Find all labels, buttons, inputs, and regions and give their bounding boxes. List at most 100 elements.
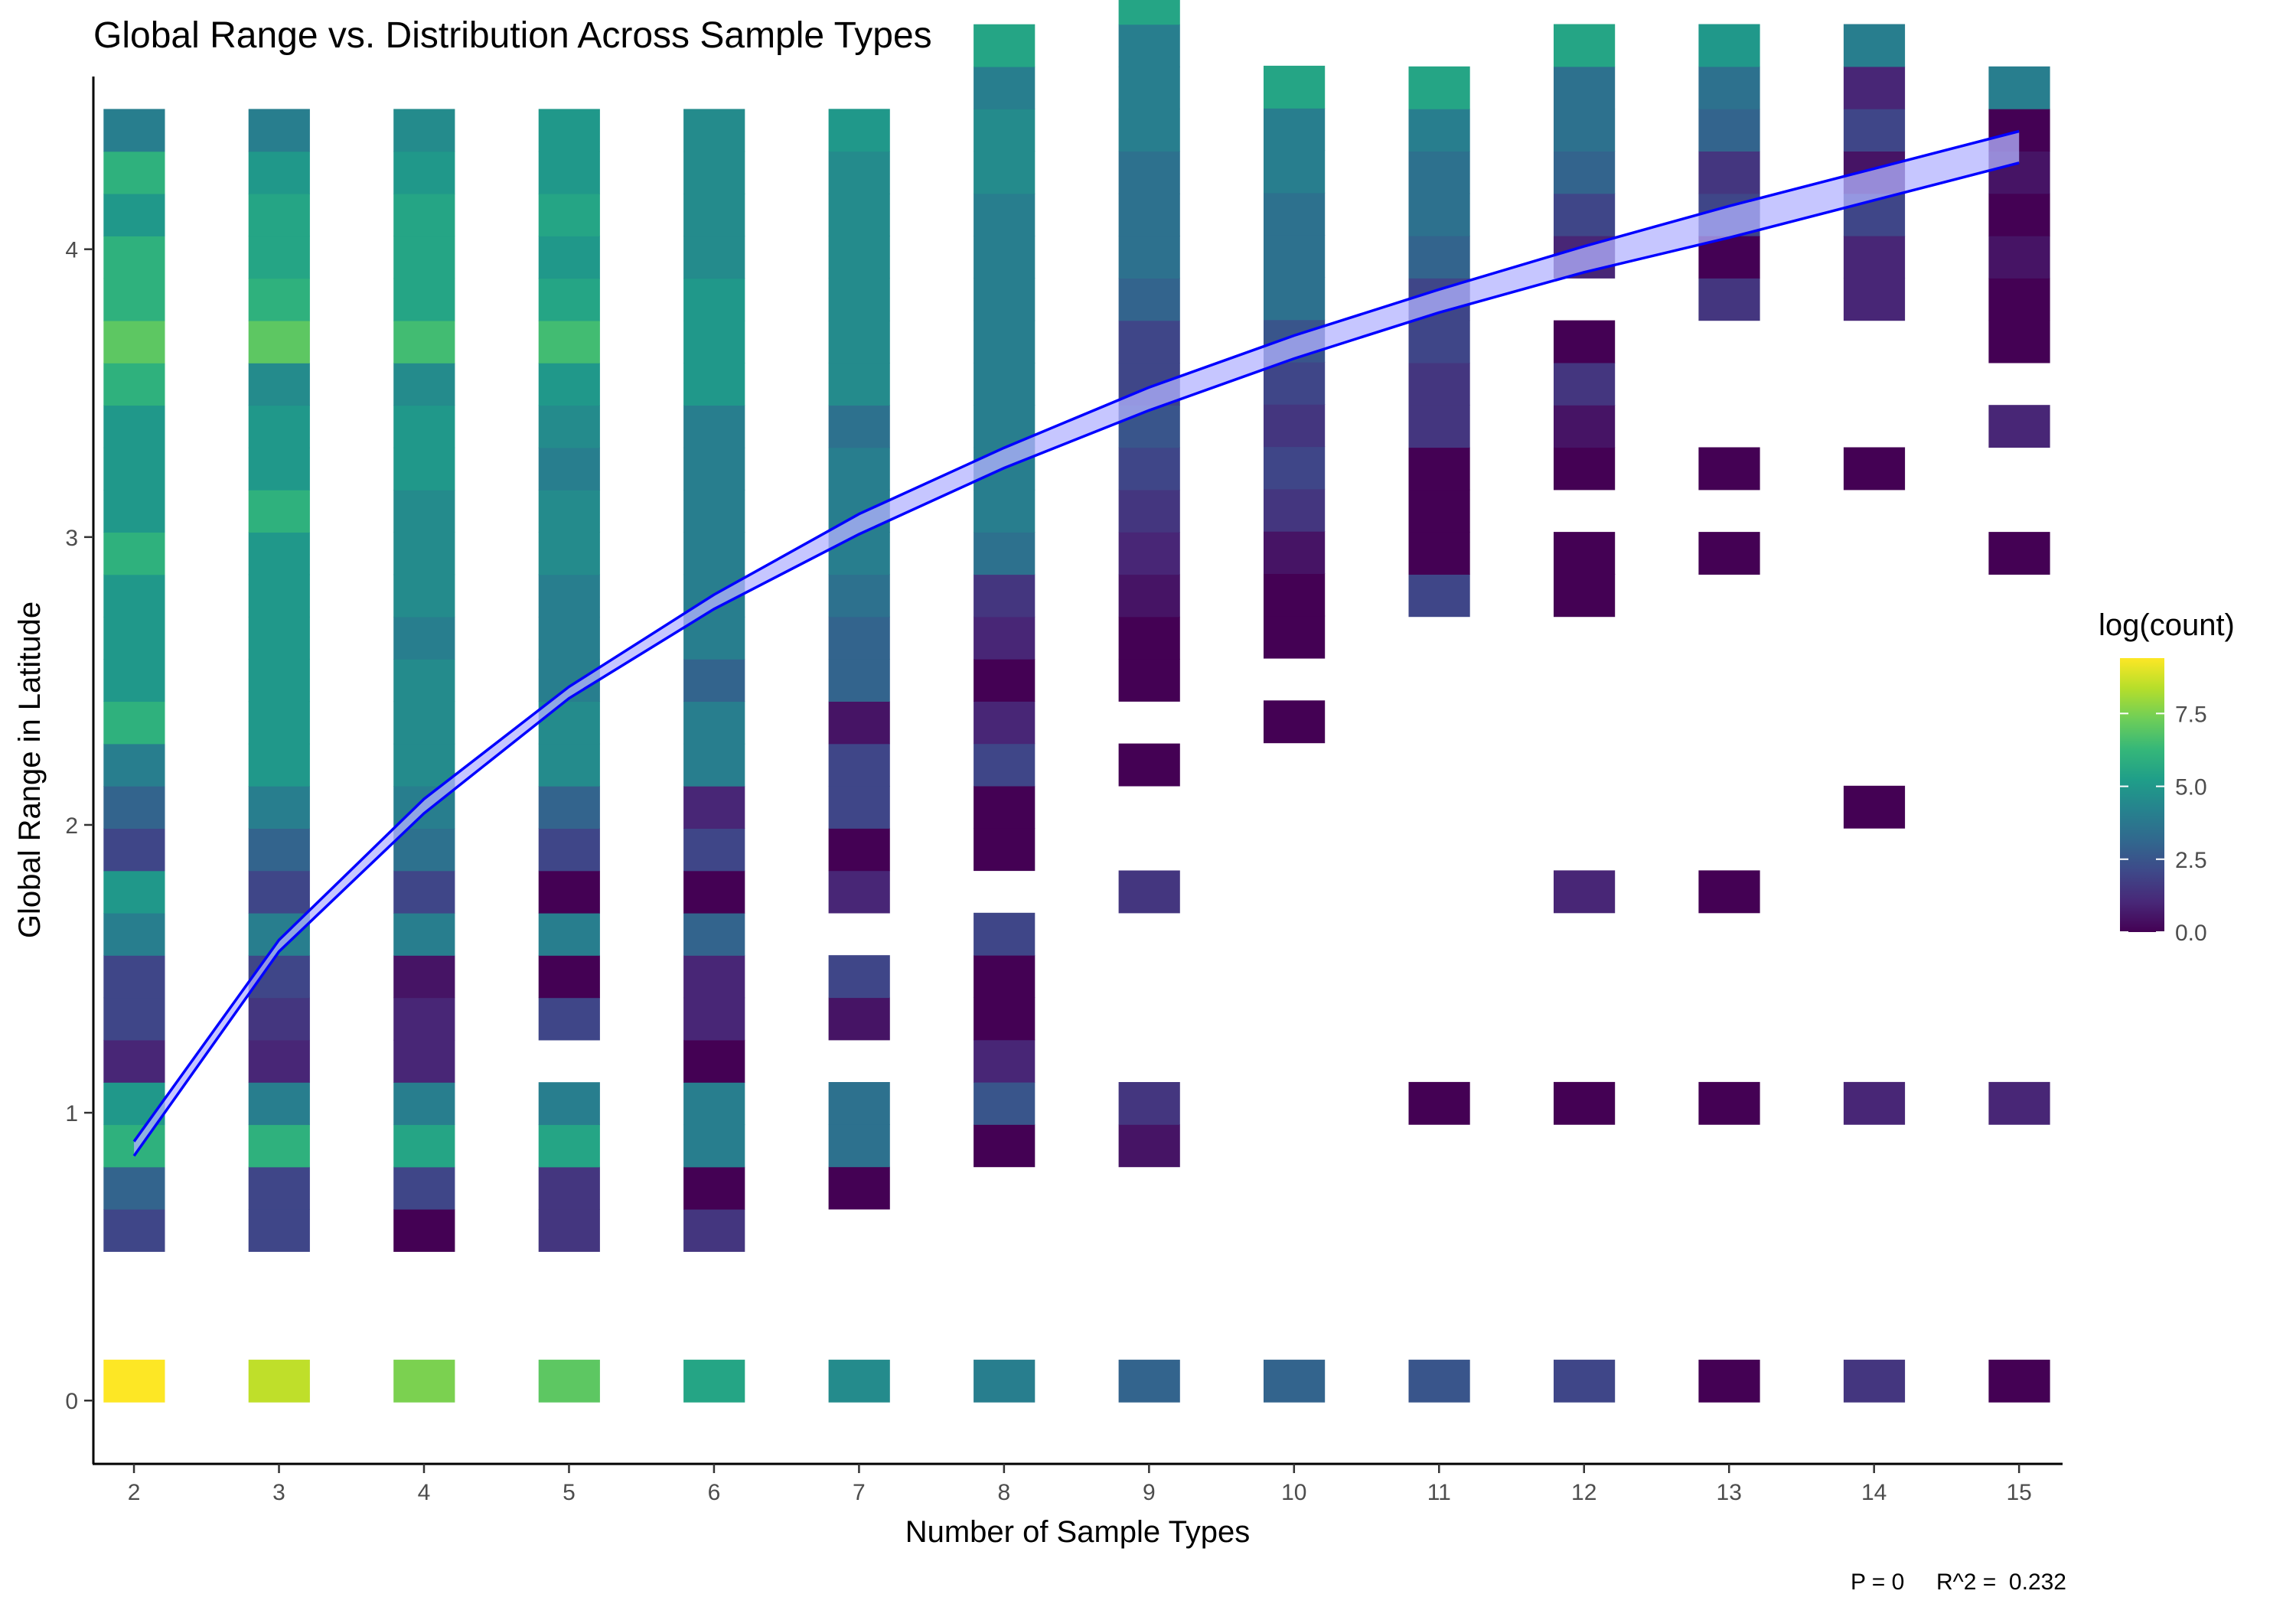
heatmap-cell (828, 659, 890, 702)
x-axis-ticks: 2 3 4 5 6 7 8 9 10 11 12 13 14 15 (128, 1464, 2032, 1505)
heatmap-cell (393, 1359, 455, 1403)
heatmap-cell (393, 913, 455, 956)
x-tick-label: 15 (2006, 1480, 2031, 1505)
heatmap-cell (1118, 193, 1180, 236)
x-tick-label: 8 (998, 1480, 1011, 1505)
heatmap-cell (683, 363, 745, 406)
heatmap-cell (974, 785, 1035, 829)
heatmap-cell (1698, 24, 1760, 67)
heatmap-cell (974, 24, 1035, 67)
heatmap-cell (393, 320, 455, 363)
heatmap-cell (538, 278, 600, 321)
heatmap-cell (1118, 24, 1180, 67)
heatmap-cell (248, 109, 310, 152)
heatmap-cell (1554, 405, 1616, 448)
heatmap-cell (393, 363, 455, 406)
heatmap-cell (248, 405, 310, 448)
heatmap-cell (974, 912, 1035, 956)
heatmap-cell (683, 870, 745, 914)
heatmap-cell (538, 1359, 600, 1403)
heatmap-cell (1408, 236, 1470, 279)
heatmap-cell (538, 913, 600, 956)
heatmap-cell (248, 997, 310, 1041)
heatmap-cell (1264, 235, 1326, 278)
heatmap-cell (828, 574, 890, 618)
heatmap-cell (538, 1209, 600, 1252)
heatmap-cell (683, 1359, 745, 1403)
heatmap-cell (683, 109, 745, 152)
heatmap-cell (683, 532, 745, 575)
heatmap-cell (1118, 532, 1180, 575)
heatmap-cell (538, 151, 600, 194)
heatmap-cell (538, 1082, 600, 1126)
heatmap-cell (683, 278, 745, 321)
heatmap-cell (538, 236, 600, 279)
heatmap-cell (828, 236, 890, 279)
heatmap-cell (974, 363, 1035, 406)
heatmap-cell (828, 193, 890, 236)
heatmap-cell (828, 1359, 890, 1403)
heatmap-cell (828, 997, 890, 1041)
heatmap-cell (393, 1039, 455, 1083)
heatmap-cell (1843, 1081, 1906, 1125)
heatmap-cell (683, 786, 745, 829)
heatmap-cell (974, 66, 1035, 109)
fit-line-upper (132, 129, 2020, 1143)
heatmap-cell (538, 743, 600, 787)
heatmap-cell (1118, 0, 1180, 25)
x-tick-label: 10 (1281, 1480, 1306, 1505)
heatmap-cell (974, 574, 1035, 618)
heatmap-cell (1988, 320, 2050, 363)
heatmap-cell (683, 828, 745, 872)
heatmap-cell (683, 659, 745, 702)
heatmap-cell (683, 701, 745, 745)
heatmap-cell (683, 405, 745, 448)
heatmap-cell (248, 236, 310, 279)
heatmap-cell (683, 151, 745, 194)
heatmap-cell (1988, 236, 2050, 279)
heatmap-cell (1554, 1359, 1616, 1403)
heatmap-cell (1264, 615, 1326, 659)
heatmap-cell (393, 151, 455, 194)
heatmap-cell (828, 405, 890, 448)
heatmap-cell (828, 828, 890, 872)
heatmap-cell (1988, 532, 2050, 575)
heatmap-cell (1843, 1359, 1906, 1403)
heatmap-cell (103, 151, 165, 194)
heatmap-cell (683, 1039, 745, 1083)
heatmap-cell (828, 870, 890, 914)
x-tick-label: 13 (1717, 1480, 1742, 1505)
legend-title: log(count) (2099, 608, 2235, 642)
heatmap-cell (103, 194, 165, 236)
heatmap-cell (1408, 489, 1470, 533)
heatmap-cell (683, 1166, 745, 1210)
heatmap-cell (1264, 700, 1326, 744)
heatmap-cell (828, 1124, 890, 1168)
y-axis-title: Global Range in Latitude (13, 601, 47, 938)
heatmap-cell (1698, 447, 1760, 491)
heatmap-cell (1118, 489, 1180, 533)
heatmap-cell (1843, 278, 1906, 321)
heatmap-cell (538, 447, 600, 491)
heatmap-cell (103, 490, 165, 533)
heatmap-cell (103, 405, 165, 448)
heatmap-cell (1843, 24, 1906, 67)
heatmap-cell (1118, 66, 1180, 109)
legend: log(count) 0.0 2.5 5.0 7.5 (2099, 608, 2235, 946)
heatmap-cell (683, 236, 745, 279)
heatmap-cell (538, 828, 600, 872)
heatmap-cell (248, 743, 310, 787)
heatmap-cell (683, 1082, 745, 1126)
heatmap-cell (683, 194, 745, 236)
heatmap-cell (1118, 574, 1180, 618)
heatmap-cell (248, 1359, 310, 1403)
heatmap-cell (828, 1166, 890, 1210)
heatmap-cell (1554, 151, 1616, 194)
heatmap-cell (248, 1209, 310, 1252)
heatmap-cell (1408, 320, 1470, 363)
heatmap-cell (103, 870, 165, 914)
heatmap-cell (1118, 1082, 1180, 1125)
heatmap-cell (1554, 66, 1616, 109)
y-tick-label: 1 (65, 1101, 78, 1126)
heatmap-cell (393, 532, 455, 575)
